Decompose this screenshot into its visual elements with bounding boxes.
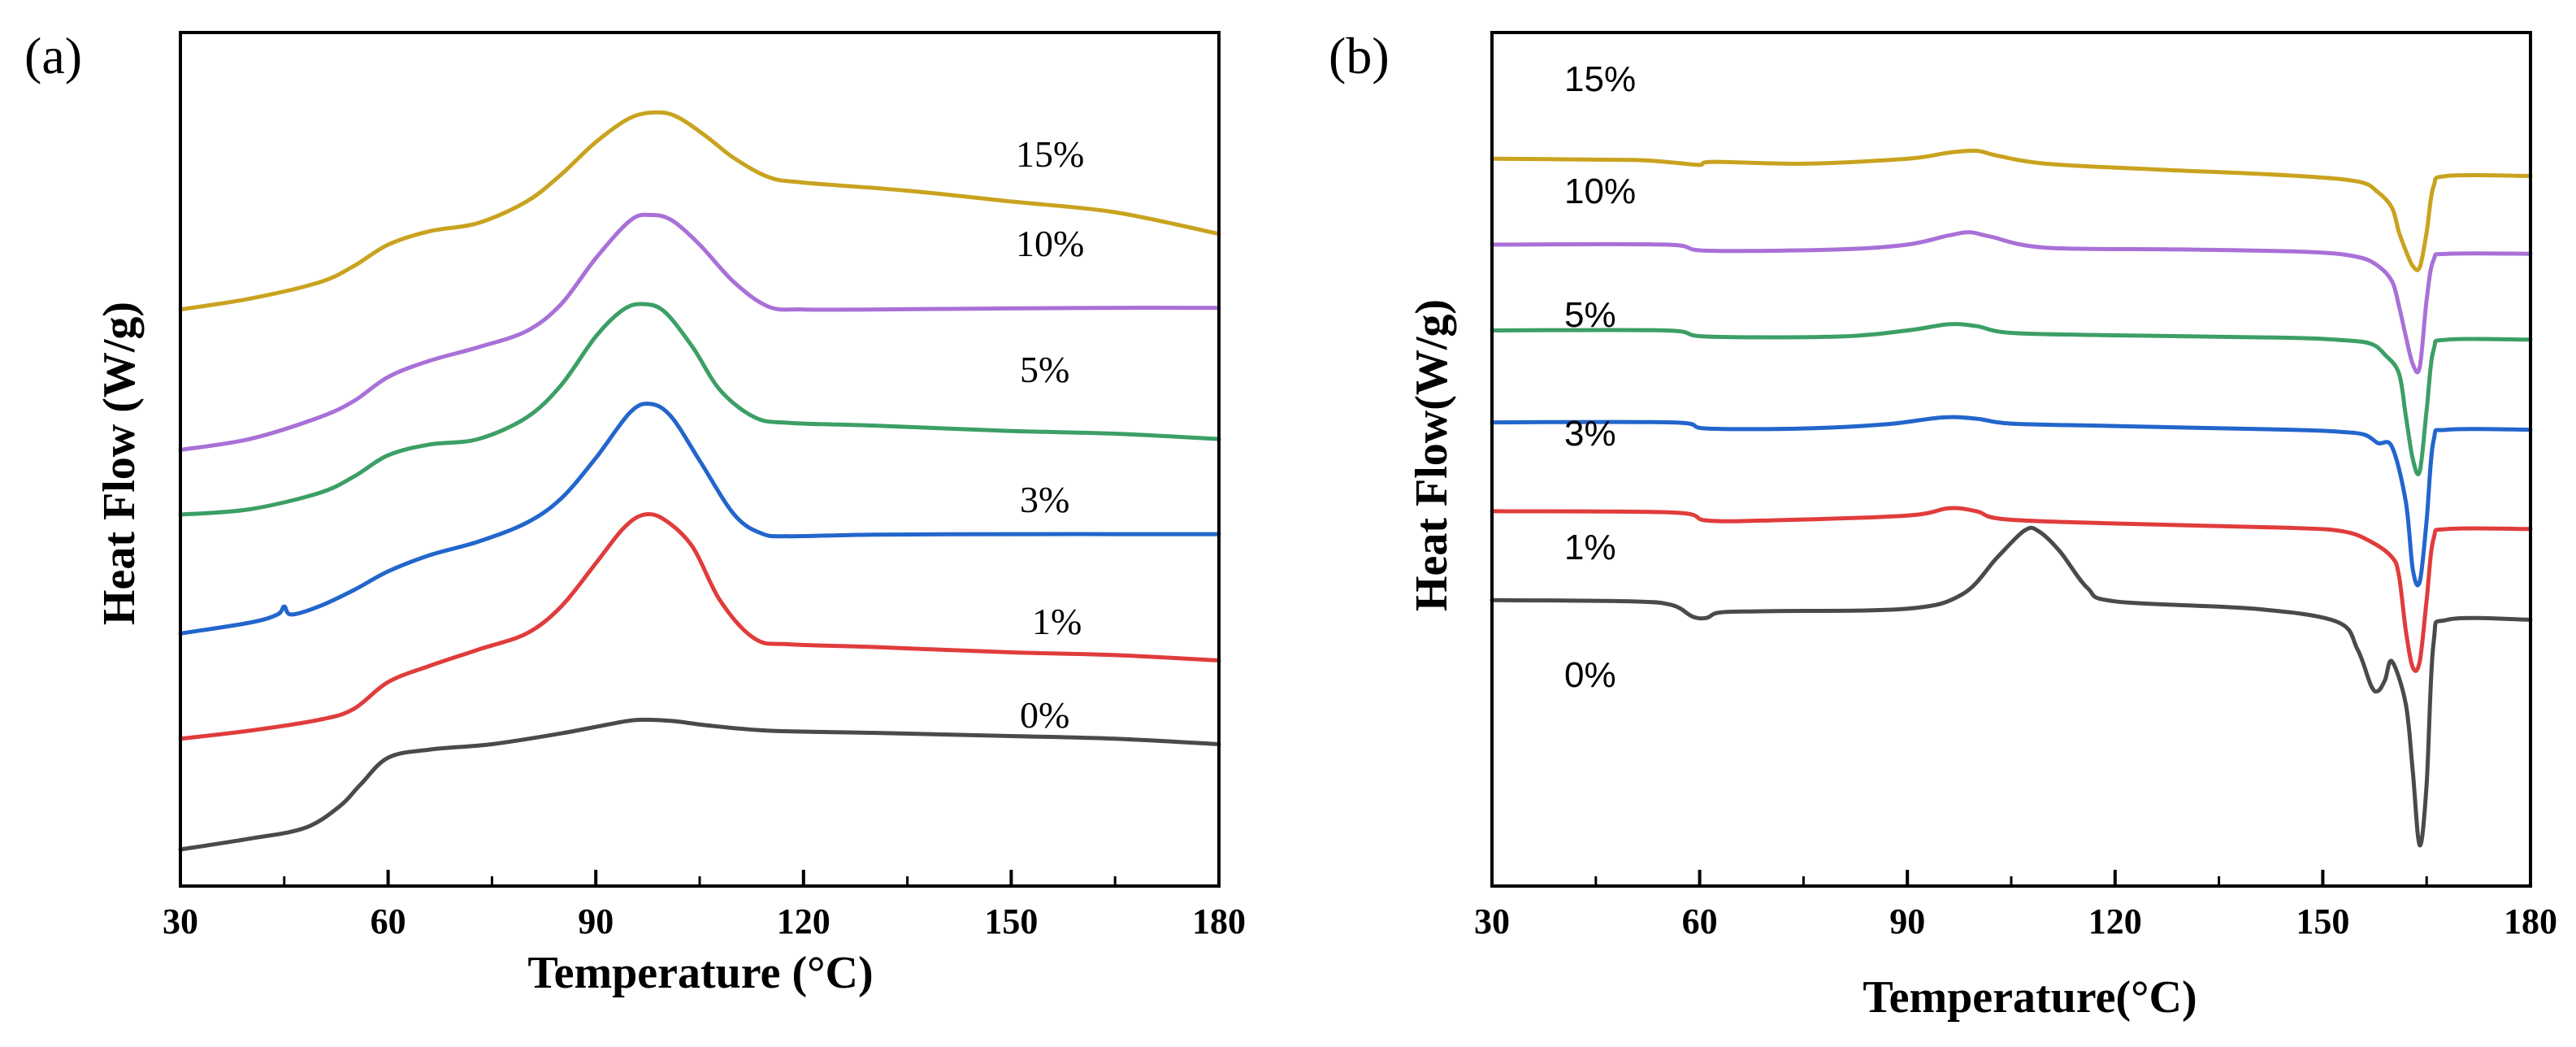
panel-b-chart: (b) Heat Flow(W/g) Temperature(°C) 0% 1% 3… (1329, 27, 2557, 1023)
panel-a-series-label-15pct: 15% (1016, 133, 1084, 175)
panel-a-series-15pct-line (178, 110, 1221, 312)
panel-a-x-ticks: 30 60 90 120 150 180 (163, 870, 1246, 941)
panel-a-xlabel: Temperature (°C) (527, 948, 873, 998)
panel-b-series-labels: 0% 1% 3% 5% 10% 15% (1564, 59, 1636, 695)
panel-a-series-3pct-line (178, 402, 1221, 636)
panel-a-ylabel: Heat Flow (W/g) (94, 302, 145, 625)
panel-b-x-ticks: 30 60 90 120 150 180 (1474, 870, 2557, 941)
panel-a-label: (a) (24, 27, 82, 85)
panel-a-series-0pct-line (178, 717, 1221, 852)
panel-b-series-label-0pct: 0% (1564, 655, 1616, 695)
panel-b-series-label-15pct: 15% (1564, 59, 1636, 99)
panel-b-series-label-5pct: 5% (1564, 295, 1616, 335)
panel-a-series-labels: 0% 1% 3% 5% 10% 15% (1016, 133, 1084, 736)
panel-a-x-tick-label: 120 (777, 901, 830, 941)
panel-b-x-tick-label: 150 (2296, 901, 2349, 941)
panel-a-x-tick-label: 30 (163, 901, 198, 941)
panel-b-series-15pct-line (1490, 148, 2533, 272)
panel-a-x-tick-label: 150 (984, 901, 1038, 941)
panel-b-series-0pct-line (1490, 525, 2533, 848)
panel-a-series-label-5pct: 5% (1020, 349, 1069, 390)
panel-b-series-10pct-line (1490, 230, 2533, 375)
panel-b-x-tick-label: 60 (1682, 901, 1718, 941)
panel-b-series-5pct-line (1490, 322, 2533, 476)
panel-b-curves (1490, 148, 2533, 848)
panel-a-x-tick-label: 60 (371, 901, 406, 941)
panel-b-x-tick-label: 90 (1889, 901, 1925, 941)
panel-b-series-3pct-line (1490, 415, 2533, 588)
panel-b-axes-frame (1490, 31, 2532, 888)
panel-a-series-5pct-line (178, 302, 1221, 517)
panel-a-x-tick-label: 180 (1192, 901, 1246, 941)
panel-a-series-10pct-line (178, 212, 1221, 452)
panel-a-series-label-0pct: 0% (1020, 694, 1069, 736)
panel-b-ylabel: Heat Flow(W/g) (1407, 299, 1457, 611)
panel-a-series-label-10pct: 10% (1016, 223, 1084, 264)
panel-b-x-tick-label: 30 (1474, 901, 1510, 941)
panel-b-x-tick-label: 120 (2088, 901, 2142, 941)
panel-a-curves (178, 110, 1221, 852)
panel-b-series-1pct-line (1490, 506, 2533, 673)
panel-b-xlabel: Temperature(°C) (1863, 972, 2197, 1023)
panel-b-series-label-10pct: 10% (1564, 172, 1636, 211)
panel-b-series-label-3pct: 3% (1564, 414, 1616, 454)
panel-b-series-label-1pct: 1% (1564, 528, 1616, 567)
panel-b-label: (b) (1329, 27, 1390, 85)
panel-a-chart: (a) Heat Flow (W/g) Temperature (°C) 0% 1… (24, 27, 1246, 998)
panel-b-x-tick-label: 180 (2504, 901, 2557, 941)
panel-a-series-label-1pct: 1% (1032, 601, 1082, 642)
panel-a-axes-frame (179, 31, 1221, 888)
panel-a-x-tick-label: 90 (578, 901, 614, 941)
panel-a-series-1pct-line (178, 512, 1221, 741)
panel-a-series-label-3pct: 3% (1020, 479, 1069, 520)
